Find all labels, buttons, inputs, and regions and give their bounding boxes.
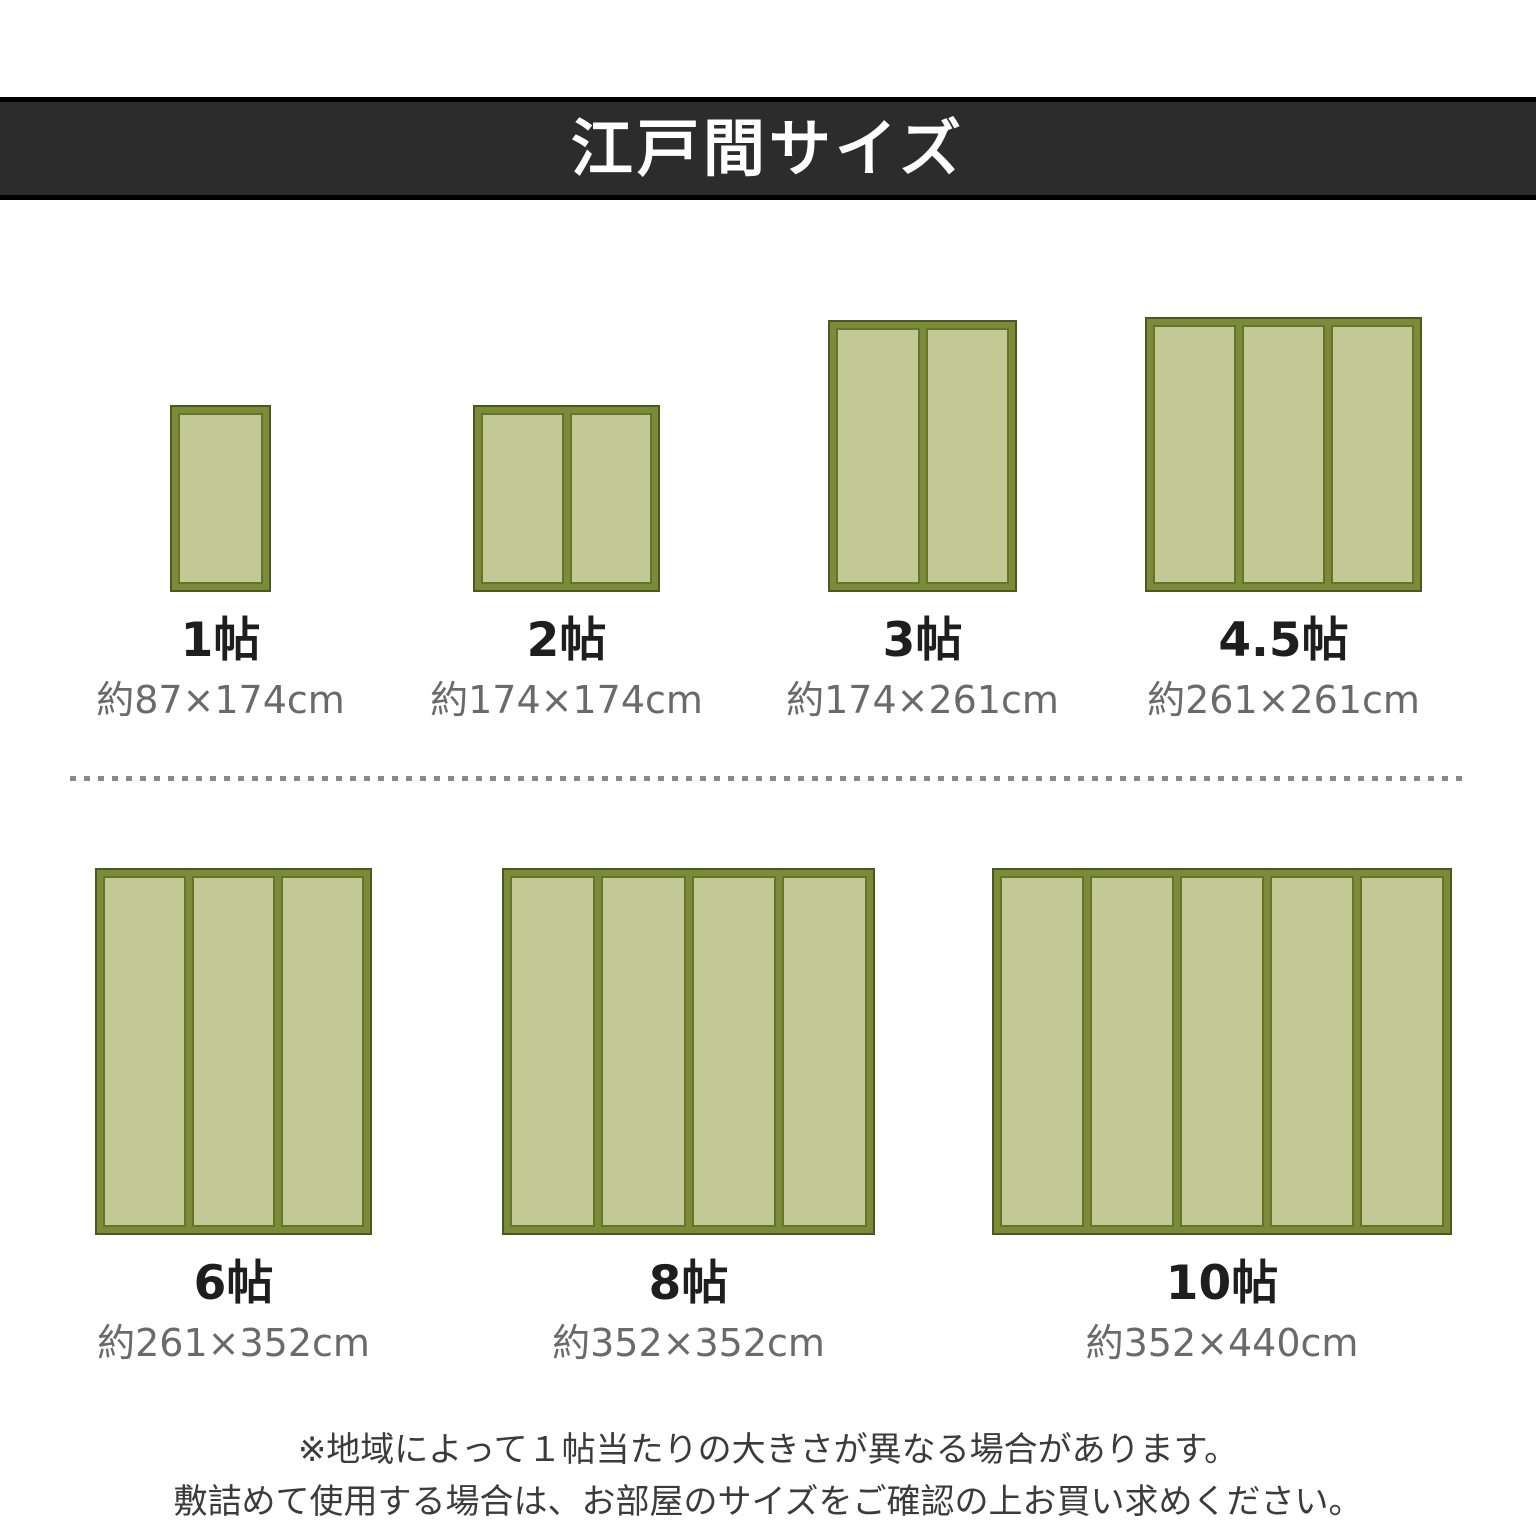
size-dimensions: 約352×440cm xyxy=(1085,1321,1359,1366)
size-dimensions: 約352×352cm xyxy=(552,1321,825,1366)
tatami-mat xyxy=(473,405,660,592)
size-dimensions: 約174×261cm xyxy=(786,678,1059,723)
tatami-mat xyxy=(828,320,1017,592)
size-item-10jo: 10帖 約352×440cm xyxy=(992,868,1452,1364)
tatami-panel xyxy=(1180,876,1264,1227)
size-item-8jo: 8帖 約352×352cm xyxy=(502,868,875,1364)
tatami-mat xyxy=(170,405,271,592)
tatami-panel xyxy=(1090,876,1174,1227)
size-dimensions: 約87×174cm xyxy=(96,678,345,723)
tatami-panel xyxy=(1270,876,1354,1227)
tatami-panel xyxy=(1242,325,1325,584)
tatami-panel xyxy=(569,413,652,584)
tatami-panel xyxy=(510,876,595,1227)
size-label: 1帖 xyxy=(180,613,261,668)
size-dimensions: 約174×174cm xyxy=(430,678,703,723)
size-label: 4.5帖 xyxy=(1218,613,1349,668)
tatami-panel xyxy=(192,876,275,1227)
dashed-divider xyxy=(70,776,1468,781)
size-label: 2帖 xyxy=(526,613,607,668)
size-dimensions: 約261×261cm xyxy=(1147,678,1420,723)
size-label: 6帖 xyxy=(193,1256,274,1311)
tatami-panel xyxy=(1360,876,1444,1227)
tatami-panel xyxy=(1000,876,1084,1227)
footnote-line-1: ※地域によって１帖当たりの大きさが異なる場合があります。 xyxy=(297,1430,1239,1470)
size-item-2jo: 2帖 約174×174cm xyxy=(430,405,703,721)
size-dimensions: 約261×352cm xyxy=(97,1321,370,1366)
tatami-panel xyxy=(600,876,686,1227)
tatami-panel xyxy=(178,413,263,584)
tatami-mat xyxy=(95,868,372,1235)
tatami-mat xyxy=(992,868,1452,1235)
tatami-panel xyxy=(281,876,364,1227)
tatami-mat xyxy=(1145,317,1422,592)
size-item-4-5jo: 4.5帖 約261×261cm xyxy=(1145,317,1422,721)
footnote-line-2: 敷詰めて使用する場合は、お部屋のサイズをご確認の上お買い求めください。 xyxy=(173,1482,1363,1522)
tatami-panel xyxy=(1153,325,1236,584)
tatami-mat xyxy=(502,868,875,1235)
size-item-6jo: 6帖 約261×352cm xyxy=(95,868,372,1364)
tatami-panel xyxy=(782,876,867,1227)
size-label: 8帖 xyxy=(648,1256,729,1311)
tatami-panel xyxy=(925,328,1009,584)
size-label: 3帖 xyxy=(882,613,963,668)
tatami-panel xyxy=(836,328,920,584)
tatami-panel xyxy=(691,876,777,1227)
header-bar: 江戸間サイズ xyxy=(0,97,1536,200)
tatami-panel xyxy=(1331,325,1414,584)
tatami-panel xyxy=(103,876,186,1227)
tatami-panel xyxy=(481,413,564,584)
size-item-3jo: 3帖 約174×261cm xyxy=(786,320,1059,721)
size-item-1jo: 1帖 約87×174cm xyxy=(96,405,345,721)
page-title: 江戸間サイズ xyxy=(570,111,966,185)
size-label: 10帖 xyxy=(1165,1256,1279,1311)
footnote: ※地域によって１帖当たりの大きさが異なる場合があります。 敷詰めて使用する場合は… xyxy=(0,1424,1536,1528)
